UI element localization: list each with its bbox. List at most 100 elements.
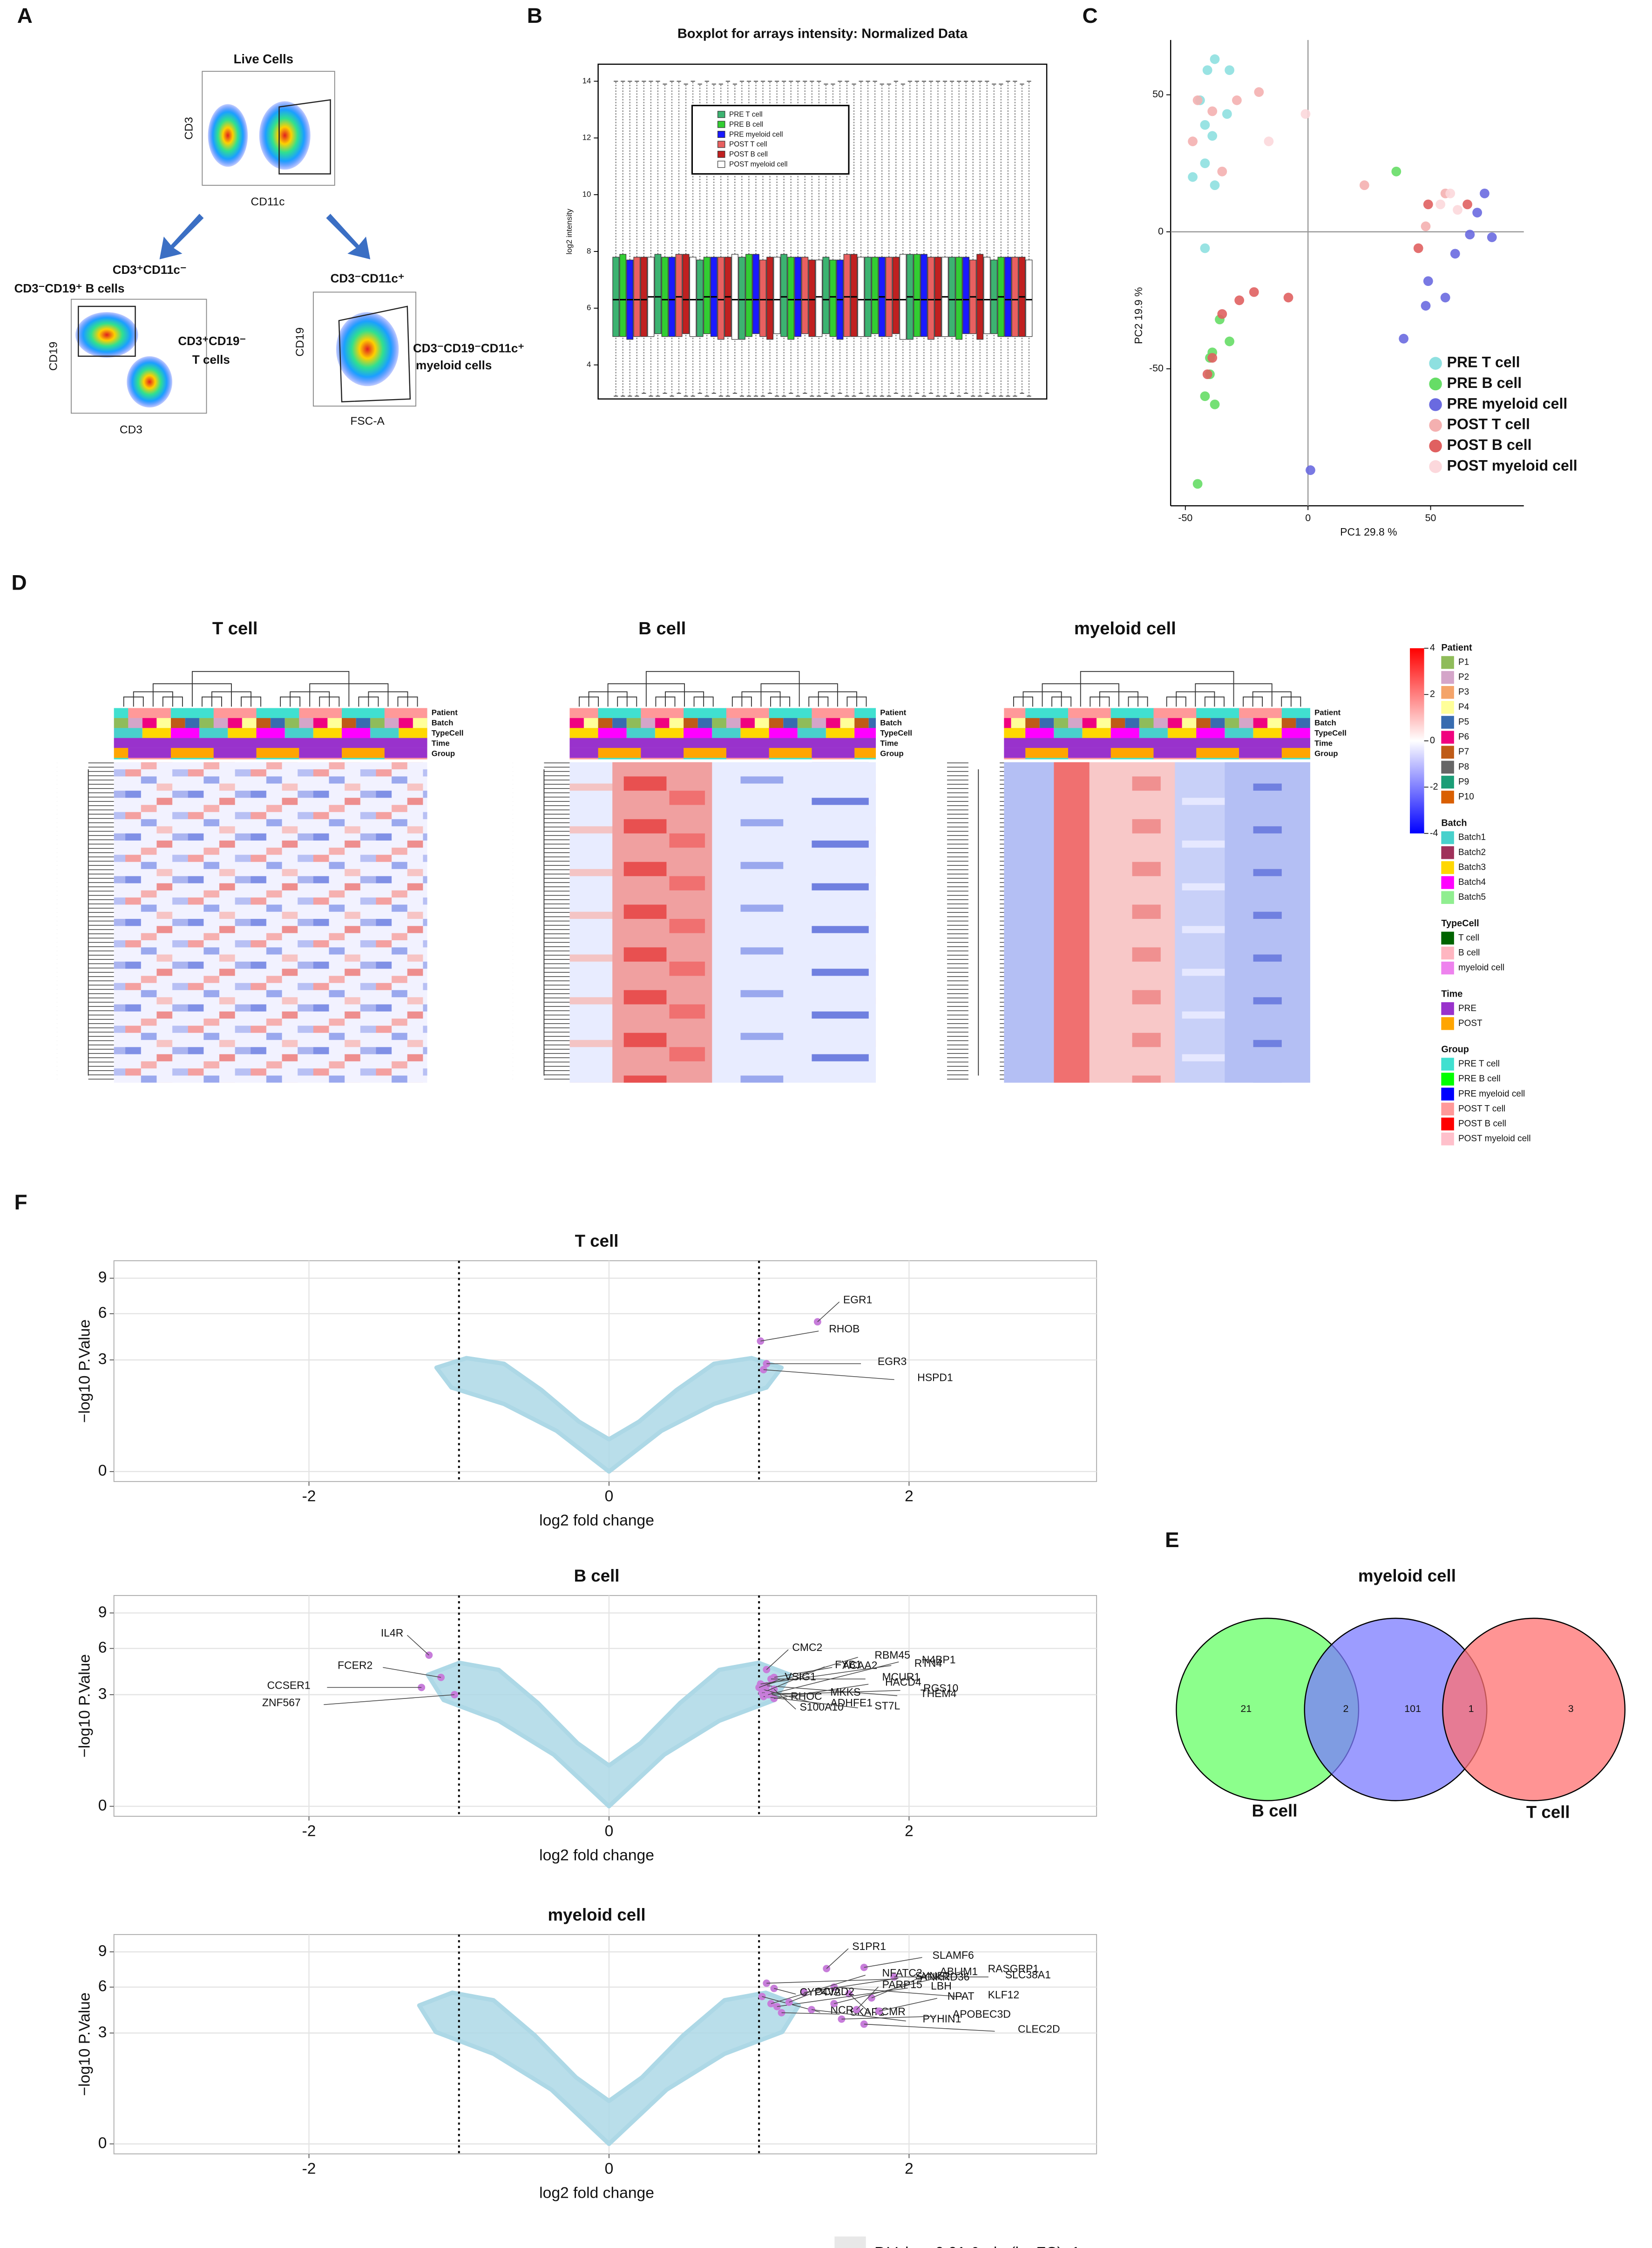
box — [976, 254, 984, 340]
point — [1225, 65, 1235, 75]
box — [731, 254, 738, 340]
annotation-bars — [1004, 708, 1310, 760]
dendrogram — [579, 696, 599, 707]
legend-label: B cell — [1458, 948, 1480, 958]
label-leader — [777, 1988, 908, 2007]
label-leader — [771, 1975, 866, 2004]
legend-label: PRE B cell — [729, 121, 763, 129]
label-leader — [817, 1301, 840, 1322]
legend-title: Patient — [1441, 643, 1472, 653]
y-tick-label: 6 — [98, 1978, 107, 1995]
label-leader — [789, 1993, 811, 2003]
dendrogram — [588, 691, 628, 707]
label: FSC-A — [350, 415, 385, 428]
box — [857, 257, 865, 337]
box — [759, 259, 766, 337]
label-leader — [871, 1973, 930, 1998]
colorbar-tick-label: -2 — [1430, 781, 1438, 792]
box — [928, 257, 934, 340]
annotation-label: Patient — [880, 708, 906, 717]
legend-label: PRE B cell — [1458, 1074, 1501, 1084]
arrow — [326, 214, 371, 259]
legend-swatch — [717, 111, 725, 118]
box — [801, 257, 809, 334]
point — [1249, 287, 1259, 297]
point — [1207, 106, 1218, 116]
label-leader — [760, 1665, 892, 1684]
dendrogram — [1090, 696, 1110, 707]
gene-label: SLC38A1 — [1005, 1969, 1051, 1981]
gene-label: RHOB — [829, 1323, 860, 1335]
x-tick-label: 2 — [905, 2160, 914, 2177]
point — [1210, 54, 1220, 64]
colorbar-tick-label: 4 — [1430, 643, 1435, 653]
point — [1200, 158, 1210, 169]
label: CD19 — [294, 327, 306, 357]
point — [1225, 336, 1235, 346]
x-tick-label: 0 — [605, 1488, 614, 1505]
x-tick-label: 50 — [1425, 512, 1436, 523]
legend-label: P1 — [1458, 658, 1469, 667]
point — [1188, 136, 1198, 146]
arrow — [159, 214, 204, 259]
annotation-label: Group — [1314, 749, 1338, 758]
chart-title: Boxplot for arrays intensity: Normalized… — [677, 26, 968, 41]
legend-swatch — [1441, 831, 1454, 844]
legend-swatch — [1441, 876, 1454, 889]
box — [745, 254, 752, 337]
box — [822, 257, 830, 334]
dendrogram — [1022, 691, 1062, 707]
point — [773, 2003, 781, 2010]
annotation-label: Time — [1314, 739, 1333, 748]
label-leader — [781, 2012, 840, 2015]
dendrogram — [290, 691, 330, 707]
y-tick-label: 6 — [98, 1304, 107, 1322]
gene-label: FCER2 — [338, 1659, 372, 1671]
point — [1450, 249, 1460, 259]
legend-marker — [1429, 398, 1442, 411]
y-axis-label: −log10 P.Value — [76, 1654, 93, 1758]
dendrogram — [211, 691, 251, 707]
point — [1200, 391, 1210, 401]
x-tick-label: 0 — [605, 2160, 614, 2177]
annotation-bars — [114, 708, 427, 760]
box — [864, 257, 872, 337]
box — [612, 257, 620, 337]
gene-label: ANKRD36 — [921, 1970, 970, 1983]
legend-swatch — [1441, 961, 1454, 975]
y-tick-label: 9 — [98, 1603, 107, 1621]
gene-label: IL4R — [381, 1627, 403, 1639]
gene-label: APOBEC3D — [953, 2008, 1011, 2020]
legend-label: P8 — [1458, 762, 1469, 772]
label-leader — [774, 1667, 833, 1678]
point — [1200, 120, 1210, 130]
legend-title: TypeCell — [1441, 918, 1479, 929]
legend-swatch — [717, 131, 725, 138]
annotation-label: Time — [880, 739, 898, 748]
flow-density — [127, 356, 173, 408]
label: CD3 — [120, 423, 142, 436]
label-leader — [324, 1694, 455, 1705]
y-axis-label: PC2 19.9 % — [1132, 287, 1144, 344]
y-tick-label: 12 — [582, 133, 591, 142]
box — [1025, 259, 1033, 337]
dendrogram — [1042, 683, 1119, 707]
label-leader — [407, 1635, 429, 1656]
y-tick-label: 10 — [582, 190, 591, 199]
gene-label: VSIG1 — [785, 1671, 816, 1683]
y-tick-label: 6 — [587, 303, 591, 312]
flow-density — [75, 312, 138, 358]
gene-label: PARP15 — [882, 1978, 922, 1990]
gene-label: ACAA2 — [842, 1659, 877, 1671]
label: CD3⁻CD11c⁺ — [331, 272, 405, 285]
chart-title: B cell — [574, 1566, 620, 1585]
legend-label: POST T cell — [1458, 1104, 1505, 1114]
box — [962, 257, 970, 334]
label: myeloid cells — [416, 358, 492, 372]
legend-swatch — [1441, 1117, 1454, 1131]
legend-label: POST T cell — [729, 141, 767, 149]
dendrogram — [731, 696, 752, 707]
legend-label: Batch5 — [1458, 892, 1486, 902]
legend-label: Batch4 — [1458, 877, 1486, 887]
